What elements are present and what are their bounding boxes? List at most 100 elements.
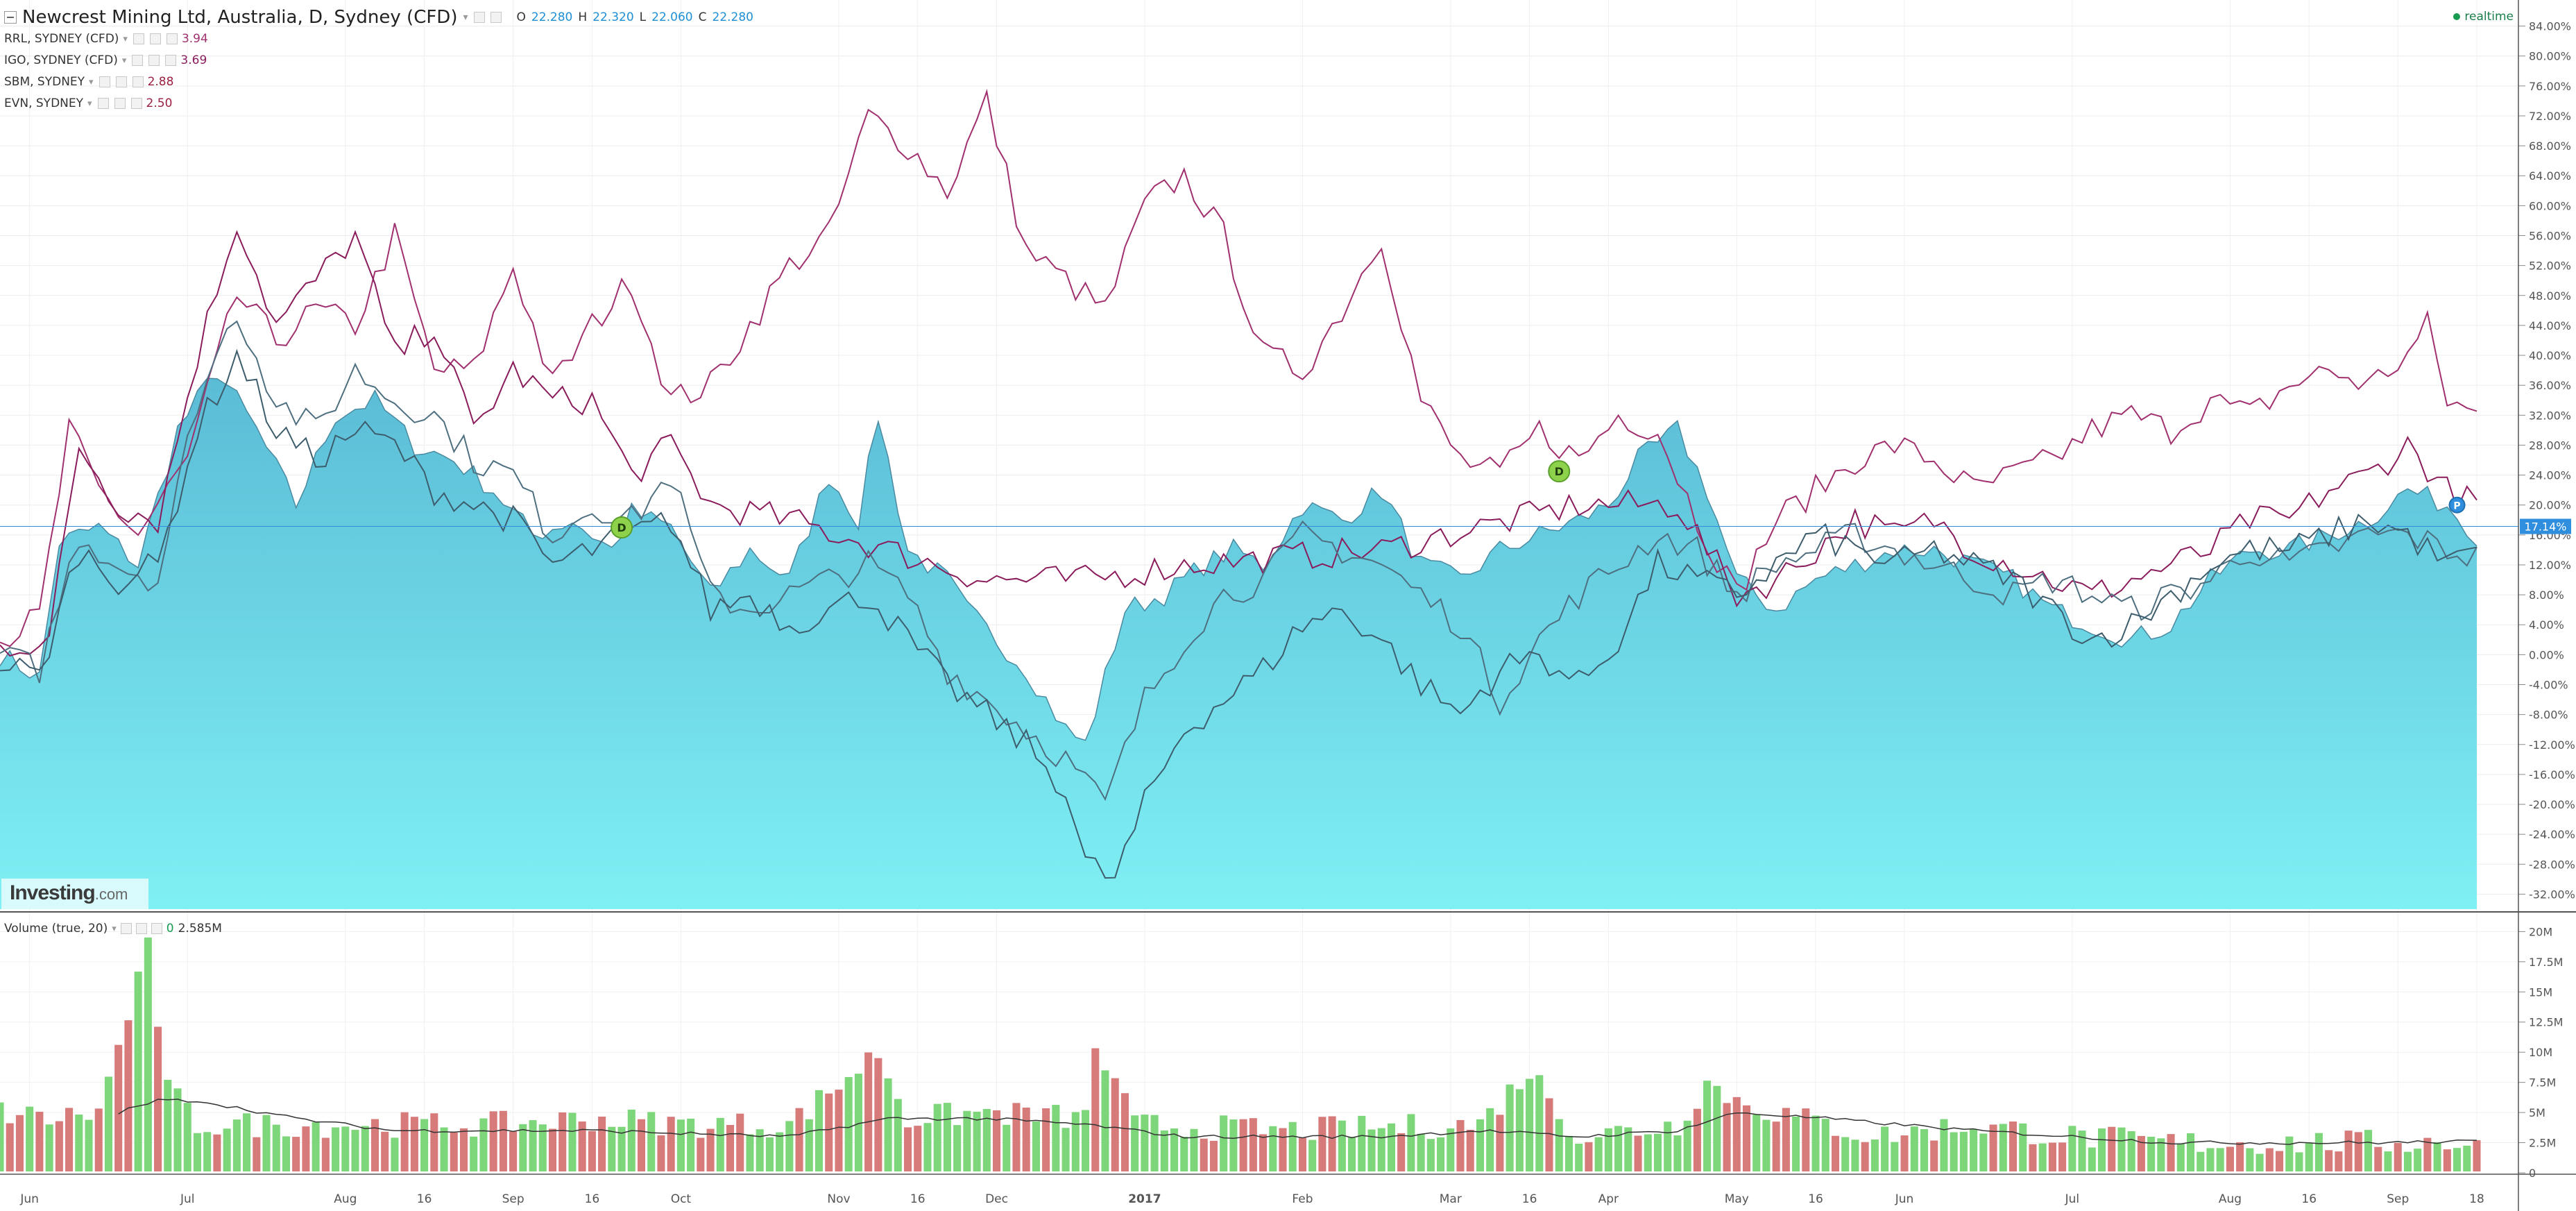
- volume-bar: [1150, 1115, 1159, 1171]
- volume-bar: [844, 1076, 853, 1171]
- chevron-down-icon[interactable]: ▾: [87, 98, 92, 109]
- y-tick-label: 56.00%: [2529, 230, 2571, 243]
- settings-icon[interactable]: [97, 98, 109, 109]
- volume-zero: 0: [166, 922, 174, 935]
- volume-bar: [687, 1118, 695, 1171]
- volume-bar: [1811, 1115, 1820, 1171]
- y-tick-label: -32.00%: [2529, 888, 2575, 901]
- y-tick-label: 84.00%: [2529, 20, 2571, 33]
- x-tick-label: Jun: [19, 1192, 39, 1206]
- volume-bar: [1515, 1089, 1524, 1171]
- volume-bar: [1071, 1112, 1080, 1171]
- series-line-igo: [0, 230, 2477, 657]
- volume-bar: [1634, 1135, 1642, 1171]
- hide-icon[interactable]: [490, 12, 502, 23]
- x-tick-label: Nov: [827, 1192, 850, 1206]
- volume-bar: [1526, 1078, 1534, 1171]
- volume-bar: [2423, 1137, 2432, 1171]
- volume-bar: [1387, 1123, 1395, 1171]
- volume-bar: [1594, 1137, 1603, 1171]
- volume-bar: [1239, 1119, 1247, 1171]
- chevron-down-icon[interactable]: ▾: [463, 12, 468, 23]
- chevron-down-icon[interactable]: ▾: [89, 76, 94, 87]
- close-icon[interactable]: [166, 33, 178, 44]
- volume-bar: [2473, 1140, 2481, 1171]
- chevron-down-icon[interactable]: ▾: [112, 923, 117, 934]
- legend-evn[interactable]: EVN, SYDNEY ▾ 2.50: [4, 96, 172, 110]
- volume-bar: [676, 1119, 685, 1171]
- volume-bar: [114, 1044, 123, 1171]
- volume-bar: [410, 1117, 418, 1171]
- x-tick-label: Apr: [1598, 1192, 1619, 1206]
- volume-legend-label: Volume (true, 20): [4, 922, 108, 935]
- volume-bar: [6, 1123, 14, 1171]
- volume-bar: [75, 1115, 83, 1171]
- volume-tick-label: 7.5M: [2529, 1076, 2556, 1090]
- legend-sbm[interactable]: SBM, SYDNEY ▾ 2.88: [4, 75, 173, 89]
- x-tick-label: May: [1725, 1192, 1749, 1206]
- volume-bar: [1959, 1131, 1968, 1171]
- volume-bar: [351, 1130, 359, 1171]
- volume-bar: [914, 1126, 922, 1171]
- hide-icon[interactable]: [115, 76, 127, 87]
- area-line-newcrest: [0, 378, 2477, 741]
- volume-bars-layer: [0, 937, 2481, 1171]
- hide-icon[interactable]: [135, 923, 147, 934]
- hide-icon[interactable]: [114, 98, 126, 109]
- volume-bar: [2176, 1143, 2185, 1171]
- x-tick-label: 16: [1522, 1192, 1537, 1206]
- volume-bar: [2255, 1153, 2264, 1171]
- volume-bar: [1348, 1137, 1356, 1171]
- y-tick-label: 64.00%: [2529, 169, 2571, 183]
- x-tick-label: 16: [417, 1192, 432, 1206]
- settings-icon[interactable]: [120, 923, 132, 934]
- chart-markers[interactable]: D D P: [611, 460, 2466, 539]
- close-icon[interactable]: [151, 923, 162, 934]
- settings-icon[interactable]: [133, 33, 144, 44]
- settings-icon[interactable]: [132, 55, 144, 66]
- volume-bar: [1891, 1142, 1899, 1171]
- volume-bar: [1545, 1098, 1553, 1171]
- volume-bar: [1190, 1128, 1198, 1171]
- volume-bar: [45, 1124, 53, 1171]
- volume-bar: [2246, 1148, 2254, 1171]
- settings-icon[interactable]: [99, 76, 110, 87]
- legend-label: SBM, SYDNEY: [4, 75, 85, 89]
- volume-bar: [232, 1119, 241, 1171]
- volume-bar: [1683, 1120, 1691, 1171]
- close-label: C: [698, 10, 707, 24]
- chevron-down-icon[interactable]: ▾: [123, 33, 128, 44]
- hide-icon[interactable]: [148, 55, 160, 66]
- legend-rrl[interactable]: RRL, SYDNEY (CFD) ▾ 3.94: [4, 32, 208, 46]
- volume-bar: [164, 1079, 172, 1171]
- legend-label: RRL, SYDNEY (CFD): [4, 32, 119, 46]
- volume-bar: [874, 1058, 882, 1171]
- volume-legend[interactable]: Volume (true, 20) ▾ 0 2.585M: [4, 922, 222, 935]
- volume-bar: [1377, 1128, 1385, 1171]
- volume-bar: [1713, 1085, 1721, 1171]
- collapse-icon[interactable]: [4, 11, 17, 24]
- settings-icon[interactable]: [473, 12, 485, 23]
- legend-value: 3.94: [181, 32, 208, 46]
- y-tick-label: 40.00%: [2529, 349, 2571, 362]
- volume-bar: [470, 1136, 478, 1171]
- close-icon[interactable]: [132, 76, 144, 87]
- low-value: 22.060: [651, 10, 693, 24]
- chevron-down-icon[interactable]: ▾: [121, 55, 127, 66]
- hide-icon[interactable]: [149, 33, 161, 44]
- volume-bar: [1940, 1119, 1948, 1171]
- volume-bar: [1170, 1128, 1179, 1171]
- volume-bar: [963, 1110, 971, 1171]
- series-line-rrl: [0, 89, 2477, 647]
- volume-bar: [1950, 1132, 1958, 1171]
- close-icon[interactable]: [165, 55, 177, 66]
- volume-bar: [430, 1113, 438, 1171]
- open-label: O: [516, 10, 526, 24]
- close-icon[interactable]: [130, 98, 142, 109]
- x-tick-label: Aug: [2219, 1192, 2242, 1206]
- y-tick-label: 28.00%: [2529, 439, 2571, 452]
- legend-igo[interactable]: IGO, SYDNEY (CFD) ▾ 3.69: [4, 53, 207, 67]
- volume-bar: [667, 1117, 675, 1171]
